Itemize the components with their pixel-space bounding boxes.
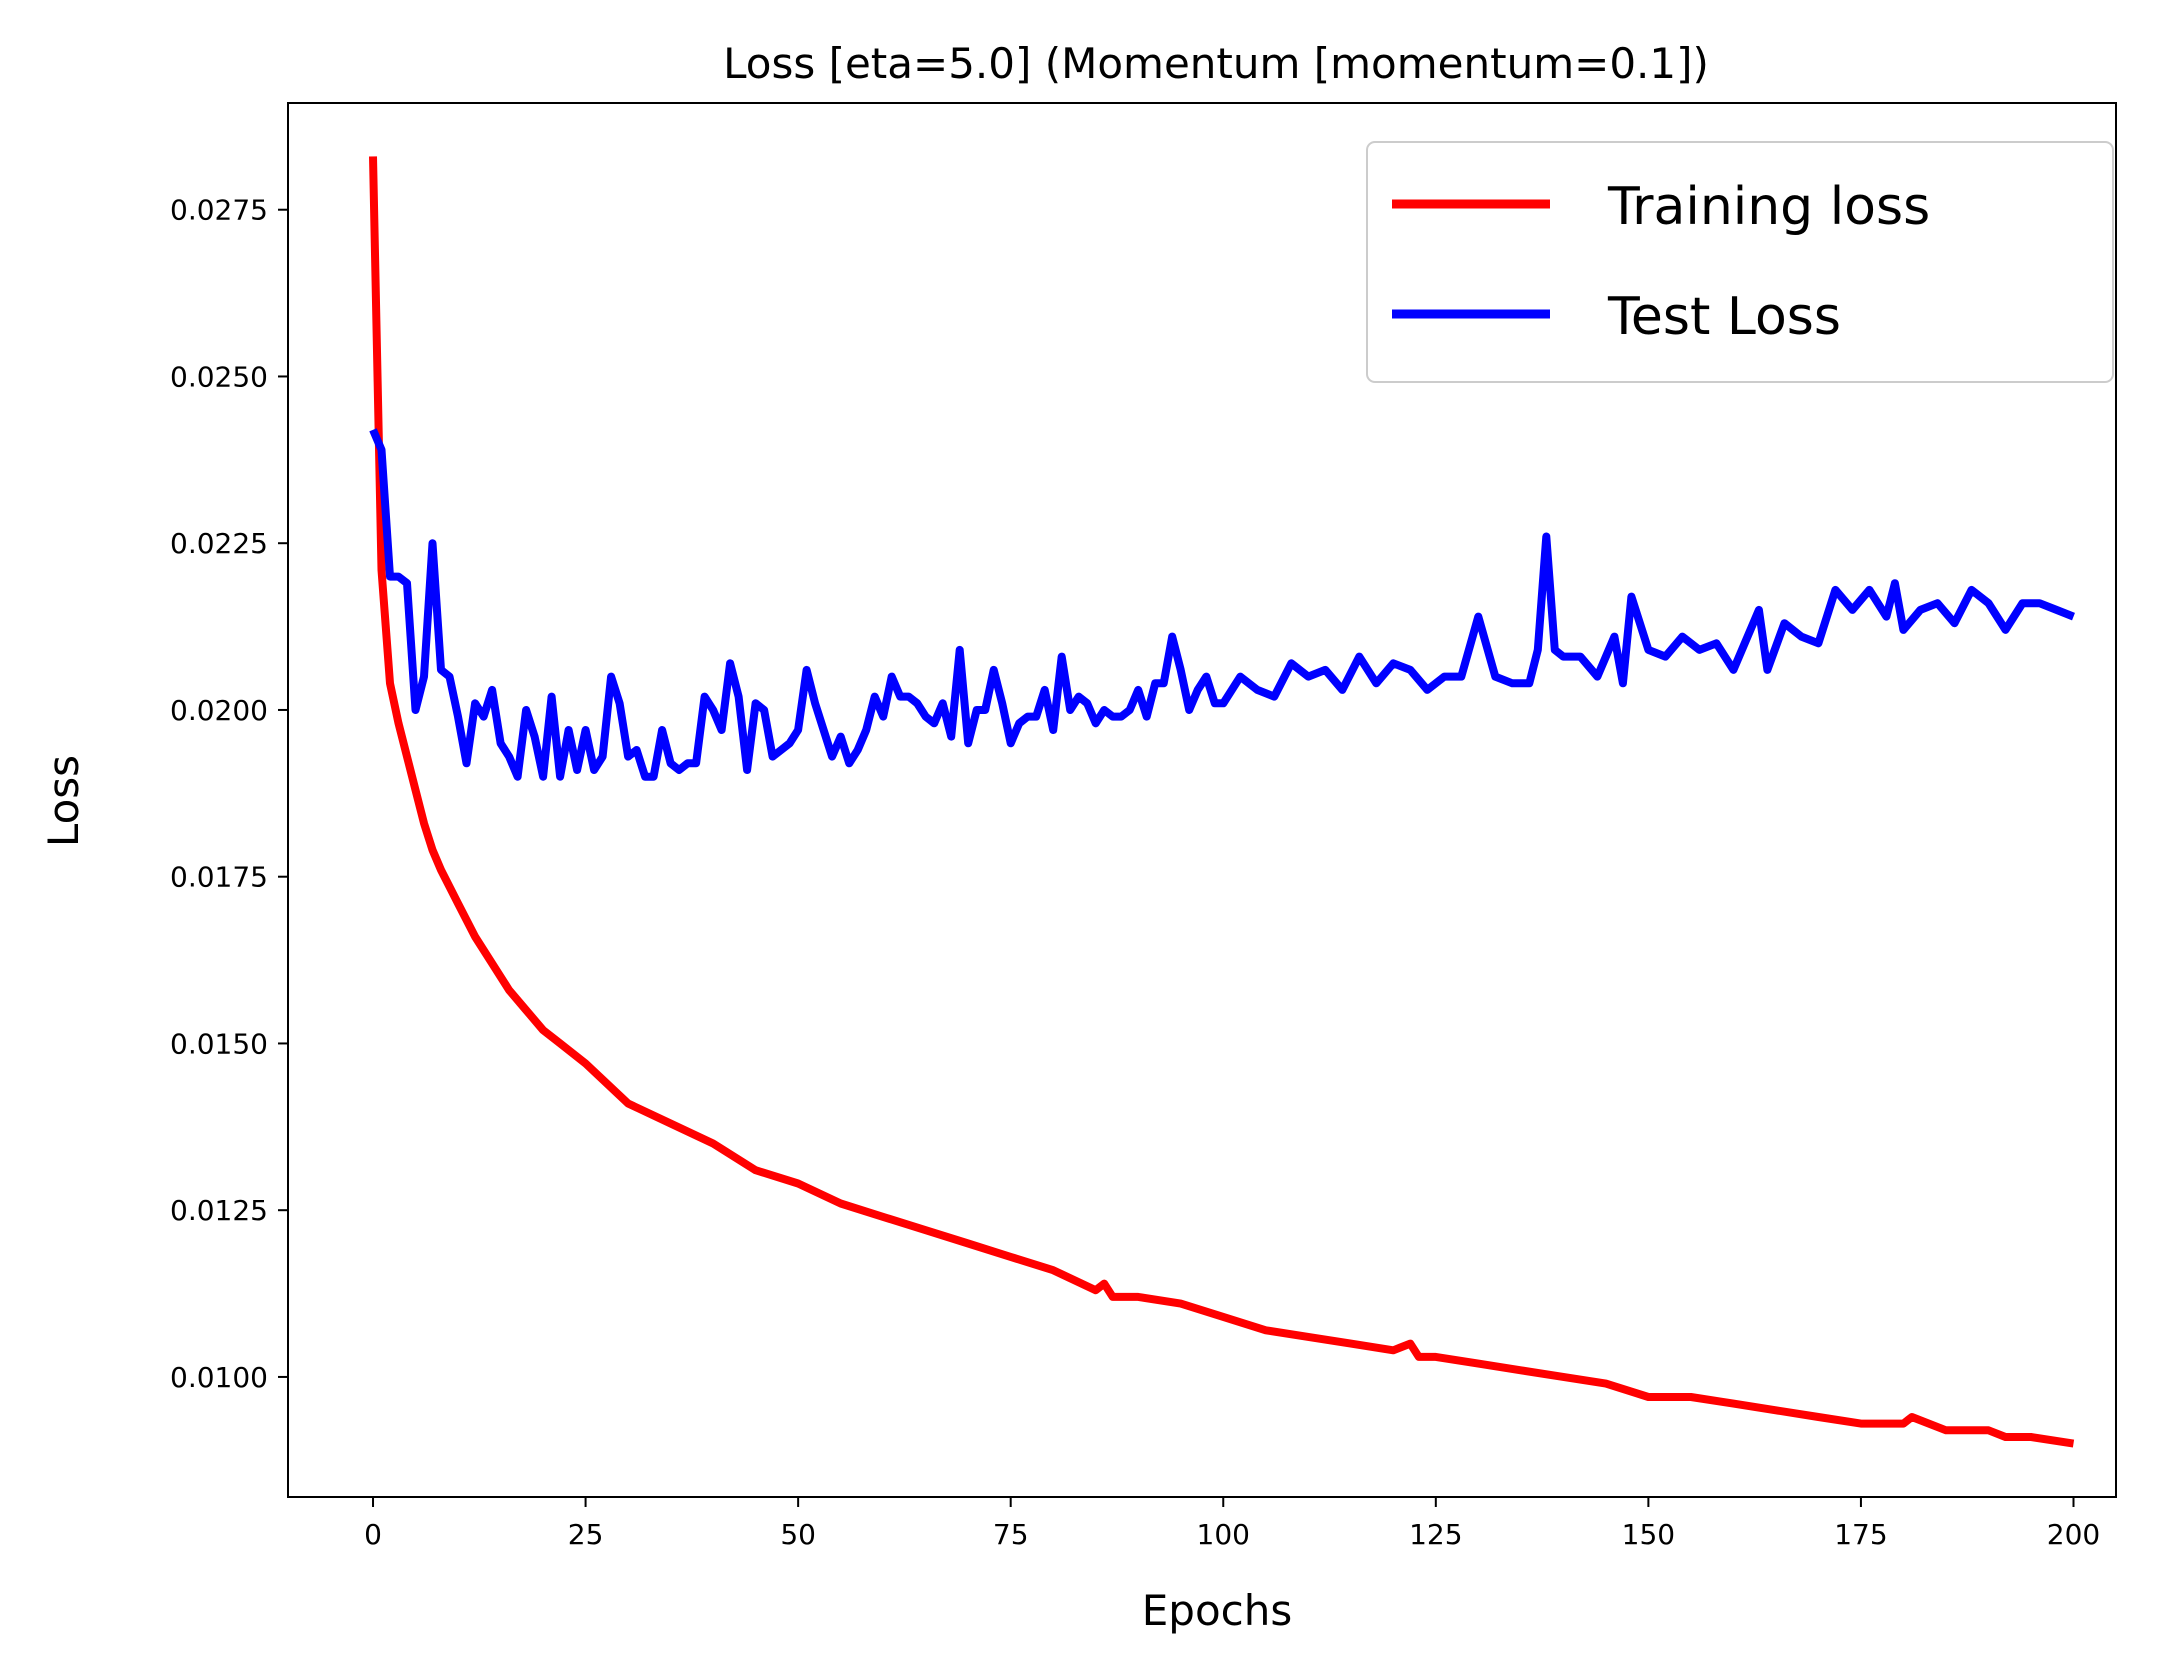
y-tick-label: 0.0250 <box>170 360 268 393</box>
x-tick-label: 50 <box>780 1518 816 1551</box>
series-line-training-loss <box>369 156 2075 1448</box>
legend-label-test-loss: Test Loss <box>1607 287 1841 347</box>
x-tick-label: 175 <box>1834 1518 1887 1551</box>
plot-frame <box>287 102 2117 1498</box>
y-tick-label: 0.0175 <box>170 861 268 894</box>
y-tick-label: 0.0200 <box>170 694 268 727</box>
x-tick-label: 25 <box>568 1518 604 1551</box>
y-tick-label: 0.0125 <box>170 1194 268 1227</box>
chart-title: Loss [eta=5.0] (Momentum [momentum=0.1]) <box>723 39 1709 88</box>
y-tick-label: 0.0150 <box>170 1027 268 1060</box>
x-tick-label: 125 <box>1409 1518 1462 1551</box>
y-tick-label: 0.0225 <box>170 527 268 560</box>
y-tick-label: 0.0275 <box>170 194 268 227</box>
legend-box <box>1366 141 2114 383</box>
legend: Training loss Test Loss <box>1366 141 2114 383</box>
x-tick-label: 0 <box>364 1518 382 1551</box>
x-tick-label: 100 <box>1197 1518 1250 1551</box>
plot-area <box>369 156 2075 1448</box>
legend-label-training-loss: Training loss <box>1607 177 1930 237</box>
x-tick-label: 200 <box>2047 1518 2100 1551</box>
y-axis: 0.0100 0.0125 0.0150 0.0175 0.0200 0.0225 0.02… <box>170 194 288 1394</box>
x-tick-label: 75 <box>993 1518 1029 1551</box>
x-axis-label: Epochs <box>1142 1586 1293 1635</box>
y-tick-label: 0.0100 <box>170 1361 268 1394</box>
y-axis-label: Loss <box>39 755 88 847</box>
x-tick-label: 150 <box>1622 1518 1675 1551</box>
series-line-test-loss <box>369 428 2075 781</box>
x-axis: 0 25 50 75 100 125 150 175 200 <box>364 1497 2100 1551</box>
